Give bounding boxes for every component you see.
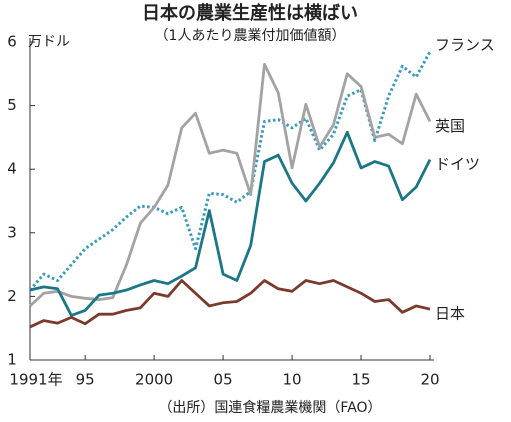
- y-tick-label: 5: [7, 96, 17, 114]
- chart-title: 日本の農業生産性は横ばい: [142, 2, 358, 24]
- x-tick-label: 2000: [135, 371, 173, 389]
- series-line: [29, 62, 432, 307]
- series-label: 日本: [435, 305, 465, 323]
- x-tick-label: 05: [214, 371, 233, 389]
- y-tick-label: 2: [7, 287, 17, 305]
- x-tick-label: 10: [283, 371, 302, 389]
- y-tick-label: 1: [7, 351, 17, 369]
- y-tick-label: 3: [7, 223, 17, 241]
- series-label: フランス: [435, 36, 495, 54]
- x-tick-label: 1991年: [9, 371, 62, 389]
- y-tick-label: 6: [7, 33, 17, 51]
- series-label: 英国: [435, 117, 465, 135]
- series-line: [29, 279, 431, 329]
- source-note: （出所）国連食糧農業機関（FAO）: [158, 399, 381, 416]
- series-line: [29, 130, 432, 317]
- y-unit-label: 万ドル: [28, 34, 70, 50]
- chart-subtitle: （1人あたり農業付加価値額）: [155, 28, 346, 44]
- series-line: [28, 50, 432, 292]
- x-tick-label: 15: [351, 371, 370, 389]
- series-label: ドイツ: [435, 155, 480, 173]
- y-tick-label: 4: [7, 160, 17, 178]
- x-tick-label: 20: [420, 371, 439, 389]
- x-tick-label: 95: [76, 371, 95, 389]
